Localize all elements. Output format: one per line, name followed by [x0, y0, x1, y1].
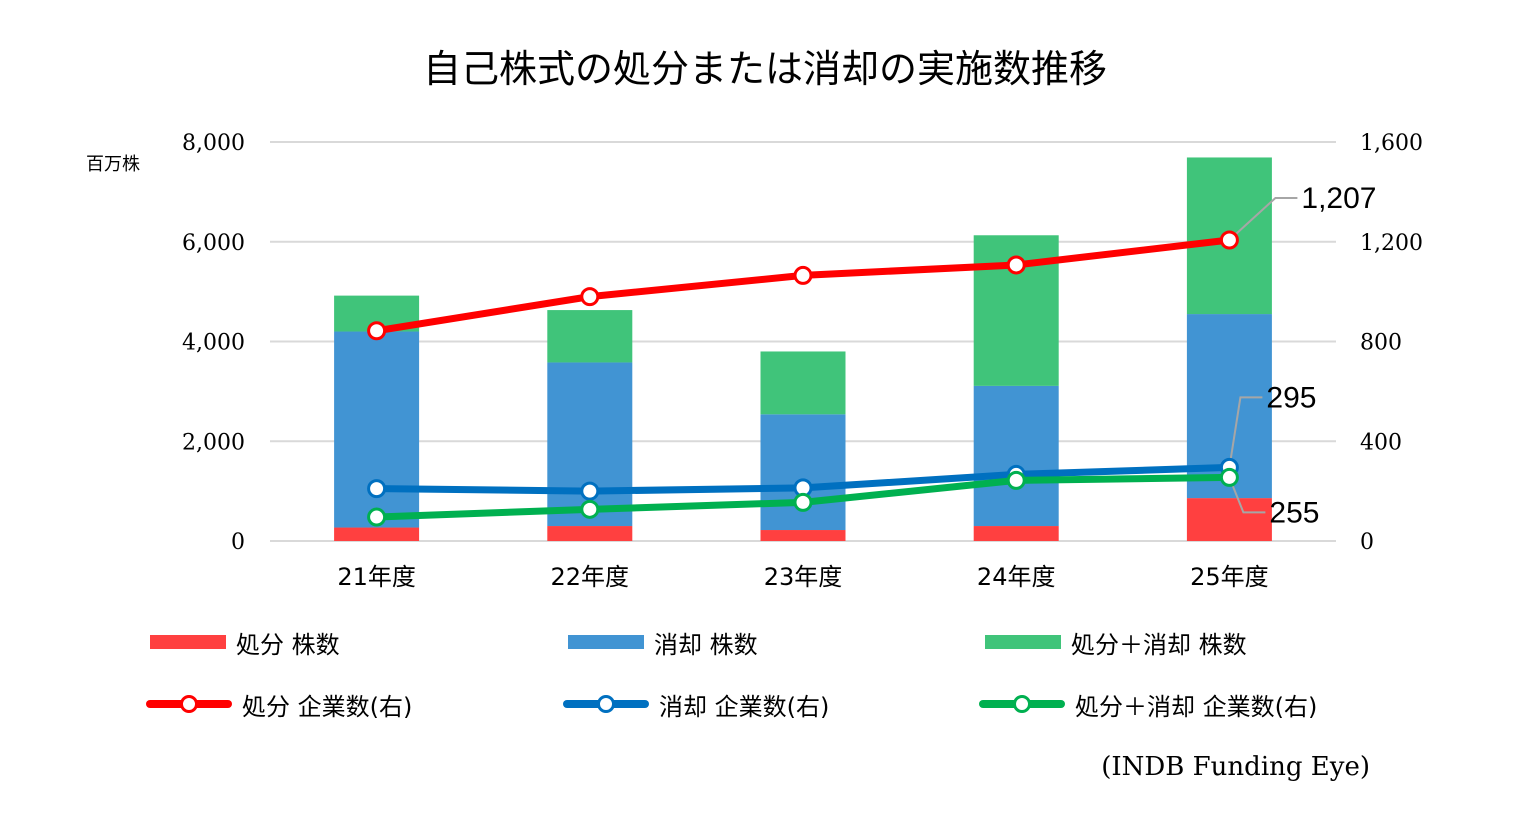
series-point	[793, 265, 813, 285]
data-label: 1,207	[1301, 182, 1376, 215]
series-point	[793, 492, 813, 512]
bar-segment	[973, 526, 1059, 541]
data-label-leader	[1228, 396, 1263, 468]
y-left-tick-label: 4,000	[182, 331, 245, 356]
bar-segment	[547, 526, 633, 541]
series-point	[580, 499, 600, 519]
source-label: (INDB Funding Eye)	[1101, 752, 1370, 782]
series-line	[373, 236, 1233, 335]
y-right-tick-label: 1,600	[1360, 131, 1423, 156]
y-right-tick-label: 400	[1360, 430, 1402, 455]
series-point	[367, 321, 387, 341]
x-category-label: 22年度	[551, 563, 630, 591]
bar-segment	[547, 310, 633, 363]
y-left-tick-label: 0	[231, 530, 245, 555]
y-right-tick-label: 0	[1360, 530, 1374, 555]
bar-segment	[760, 351, 846, 415]
series-point	[580, 287, 600, 307]
data-label: 295	[1266, 381, 1316, 414]
series-point	[367, 507, 387, 527]
x-category-label: 24年度	[977, 563, 1056, 591]
bar-segment	[334, 527, 420, 541]
series-point	[1006, 255, 1026, 275]
series-point	[580, 481, 600, 501]
x-category-label: 25年度	[1190, 563, 1269, 591]
y-left-tick-label: 8,000	[182, 131, 245, 156]
series-point	[367, 479, 387, 499]
data-label: 255	[1269, 496, 1319, 529]
data-label-leader	[1228, 197, 1298, 241]
series-point	[1219, 467, 1239, 487]
y-right-tick-label: 1,200	[1360, 231, 1423, 256]
series-point	[1006, 470, 1026, 490]
bar-segment	[1186, 498, 1272, 541]
chart-title: 自己株式の処分または消却の実施数推移	[422, 47, 1107, 91]
x-category-label: 21年度	[337, 563, 416, 591]
y-left-unit-label: 百万株	[86, 154, 140, 175]
x-category-label: 23年度	[764, 563, 843, 591]
y-right-tick-label: 800	[1360, 331, 1402, 356]
series-point	[1219, 230, 1239, 250]
bar-segment	[760, 414, 846, 531]
bar-segment	[334, 331, 420, 528]
bar-segment	[760, 530, 846, 541]
bar-segment	[973, 385, 1059, 527]
data-label-leader	[1228, 477, 1266, 514]
y-left-tick-label: 6,000	[182, 231, 245, 256]
y-left-tick-label: 2,000	[182, 430, 245, 455]
